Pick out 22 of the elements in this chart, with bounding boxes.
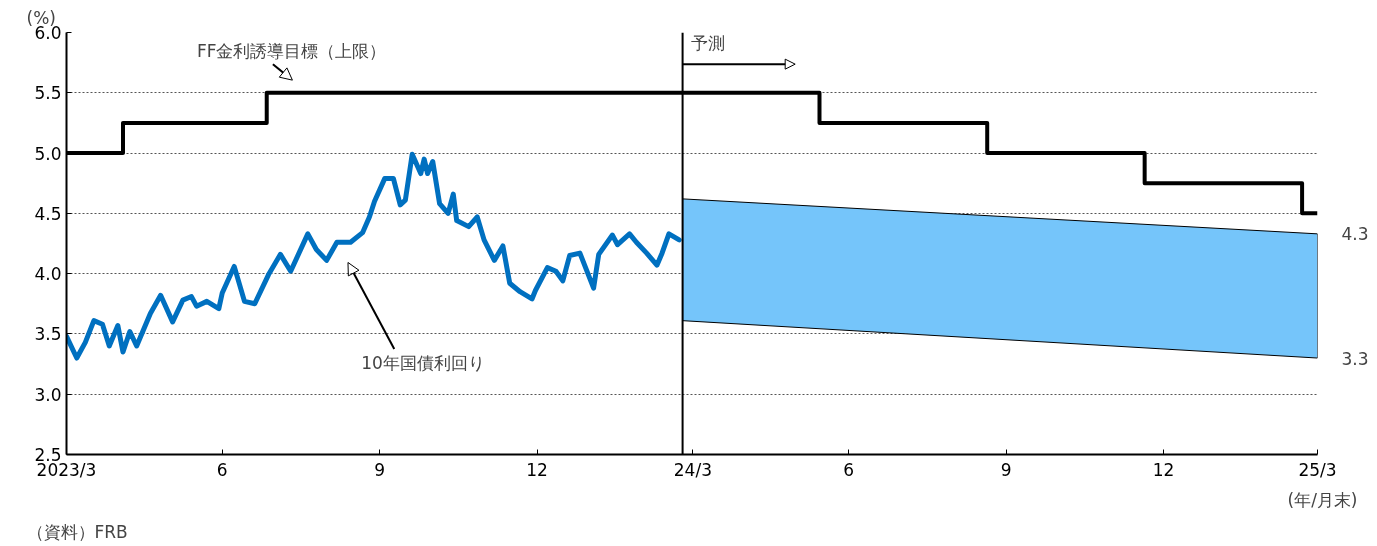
ref-line-label: 予測 bbox=[690, 33, 725, 54]
x-tick-label: 6 bbox=[843, 459, 855, 480]
x-axis-title: (年/月末) bbox=[1287, 489, 1358, 510]
y-tick-label: 3.0 bbox=[34, 384, 62, 405]
y-tick-label: 4.0 bbox=[34, 264, 62, 285]
y-tick-label: 3.5 bbox=[34, 324, 62, 345]
x-tick-label: 12 bbox=[526, 459, 548, 480]
y-axis-title: (%) bbox=[26, 7, 56, 28]
x-tick-label: 9 bbox=[374, 459, 386, 480]
y-tick-label: 5.0 bbox=[34, 143, 62, 164]
text: （資料）FRB bbox=[26, 521, 128, 542]
x-tick-label: 24/3 bbox=[673, 459, 712, 480]
x-tick-label: 12 bbox=[1152, 459, 1175, 480]
annotation: FF金利誘導目標（上限） bbox=[196, 41, 387, 62]
x-tick-label: 25/3 bbox=[1298, 459, 1337, 480]
y-tick-label: 5.5 bbox=[34, 83, 62, 104]
x-tick-label: 9 bbox=[1000, 459, 1012, 480]
x-tick-label: 6 bbox=[216, 459, 228, 480]
y-tick-label: 4.5 bbox=[34, 203, 62, 224]
text: 4.3 bbox=[1341, 224, 1369, 245]
text: 3.3 bbox=[1341, 348, 1369, 369]
annotation: 10年国債利回り bbox=[361, 352, 485, 373]
